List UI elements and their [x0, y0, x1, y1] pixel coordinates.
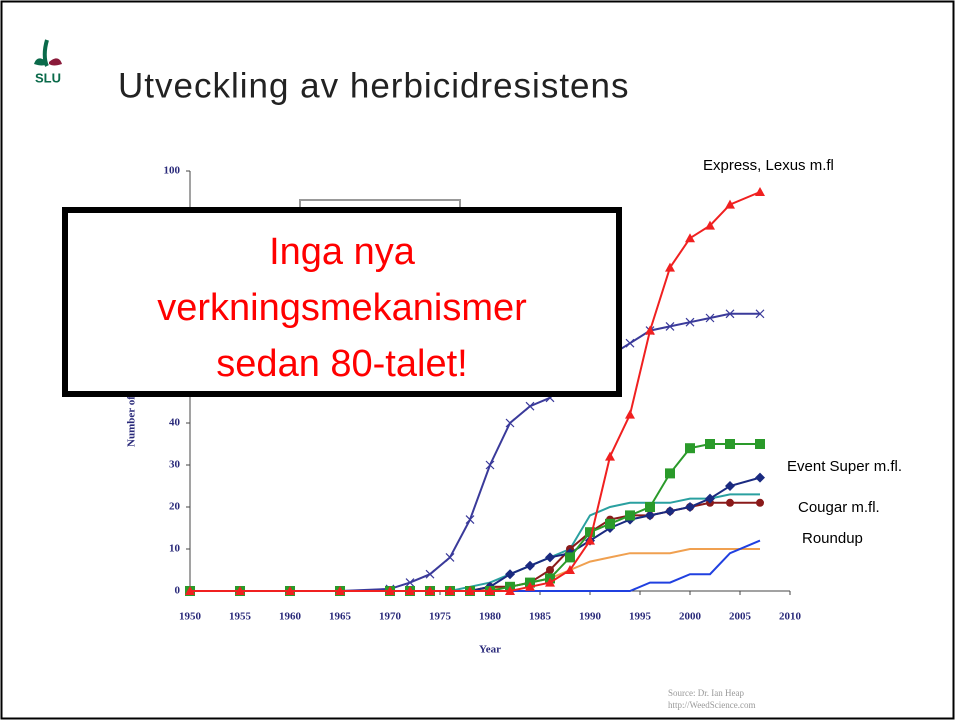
marker	[755, 439, 765, 449]
callout-text: verkningsmekanismer	[157, 287, 527, 329]
marker	[625, 409, 635, 419]
marker	[665, 506, 675, 517]
marker	[335, 586, 345, 595]
marker	[755, 472, 765, 483]
marker	[705, 220, 715, 230]
marker	[625, 338, 635, 348]
marker	[645, 510, 655, 521]
y-tick-label: 30	[169, 459, 181, 471]
marker	[625, 510, 635, 521]
y-tick-label: 10	[169, 543, 181, 555]
logo-icon	[34, 39, 62, 67]
marker	[725, 199, 735, 209]
marker	[185, 586, 195, 595]
marker	[505, 569, 515, 580]
annotation: Roundup	[802, 530, 863, 547]
y-tick-label: 100	[164, 165, 181, 177]
plot: 0102030405060708090100195019551960196519…	[126, 165, 802, 656]
marker	[525, 581, 535, 591]
x-tick-label: 2005	[729, 611, 752, 623]
marker	[485, 460, 495, 470]
marker	[546, 566, 554, 574]
marker	[705, 439, 715, 449]
slide-title: Utveckling av herbicidresistens	[118, 66, 629, 105]
marker	[725, 309, 735, 319]
marker	[565, 565, 575, 574]
x-tick-label: 2000	[679, 611, 702, 623]
source: http://WeedScience.com	[668, 700, 756, 710]
marker	[505, 418, 515, 428]
y-tick-label: 40	[169, 417, 181, 429]
x-tick-label: 1985	[529, 611, 552, 623]
logo-text: SLU	[35, 70, 61, 85]
marker	[465, 586, 475, 595]
marker	[545, 552, 555, 563]
x-tick-label: 1960	[279, 611, 302, 623]
marker	[385, 586, 395, 595]
callout-text: Inga nya	[269, 231, 416, 273]
marker	[685, 317, 695, 327]
marker	[705, 493, 715, 504]
marker	[545, 577, 555, 587]
marker	[665, 262, 675, 272]
x-tick-label: 1965	[329, 611, 352, 623]
marker	[585, 527, 595, 538]
marker	[645, 502, 655, 512]
x-tick-label: 1990	[579, 611, 602, 623]
marker	[755, 187, 765, 196]
marker	[685, 443, 695, 454]
marker	[605, 518, 615, 529]
annotation: Event Super m.fl.	[787, 458, 902, 475]
x-tick-label: 1975	[429, 611, 452, 623]
marker	[705, 313, 715, 323]
y-tick-label: 0	[175, 585, 181, 597]
marker	[525, 560, 535, 571]
x-tick-label: 1980	[479, 611, 502, 623]
x-tick-label: 1970	[379, 611, 402, 623]
marker	[755, 309, 765, 319]
marker	[445, 586, 455, 595]
marker	[605, 451, 615, 461]
marker	[565, 552, 575, 563]
marker	[485, 586, 495, 595]
marker	[685, 233, 695, 243]
x-tick-label: 1955	[229, 611, 252, 623]
x-tick-label: 1950	[179, 611, 202, 623]
marker	[725, 481, 735, 491]
marker	[645, 325, 655, 335]
x-tick-label: 2010	[779, 611, 802, 623]
x-tick-label: 1995	[629, 611, 652, 623]
callout: Inga nya verkningsmekanismer sedan 80-ta…	[62, 207, 622, 397]
marker	[465, 515, 475, 525]
marker	[585, 535, 595, 545]
callout-text: sedan 80-talet!	[216, 343, 467, 385]
marker	[756, 498, 764, 507]
annotation: Express, Lexus m.fl	[703, 157, 834, 174]
marker	[445, 552, 455, 562]
marker	[405, 586, 415, 595]
marker	[425, 586, 435, 595]
marker	[525, 401, 535, 411]
marker	[665, 468, 675, 479]
marker	[235, 586, 245, 595]
marker	[425, 569, 435, 579]
marker	[726, 498, 734, 507]
marker	[665, 321, 675, 331]
annotation: Cougar m.fl.	[798, 499, 880, 516]
marker	[725, 439, 735, 449]
source: Source: Dr. Ian Heap	[668, 688, 744, 698]
callout-box	[62, 207, 622, 397]
marker	[285, 586, 295, 595]
marker	[505, 586, 515, 595]
marker	[685, 502, 695, 512]
x-axis-label: Year	[479, 644, 501, 656]
marker	[405, 578, 415, 588]
y-tick-label: 20	[169, 501, 181, 513]
